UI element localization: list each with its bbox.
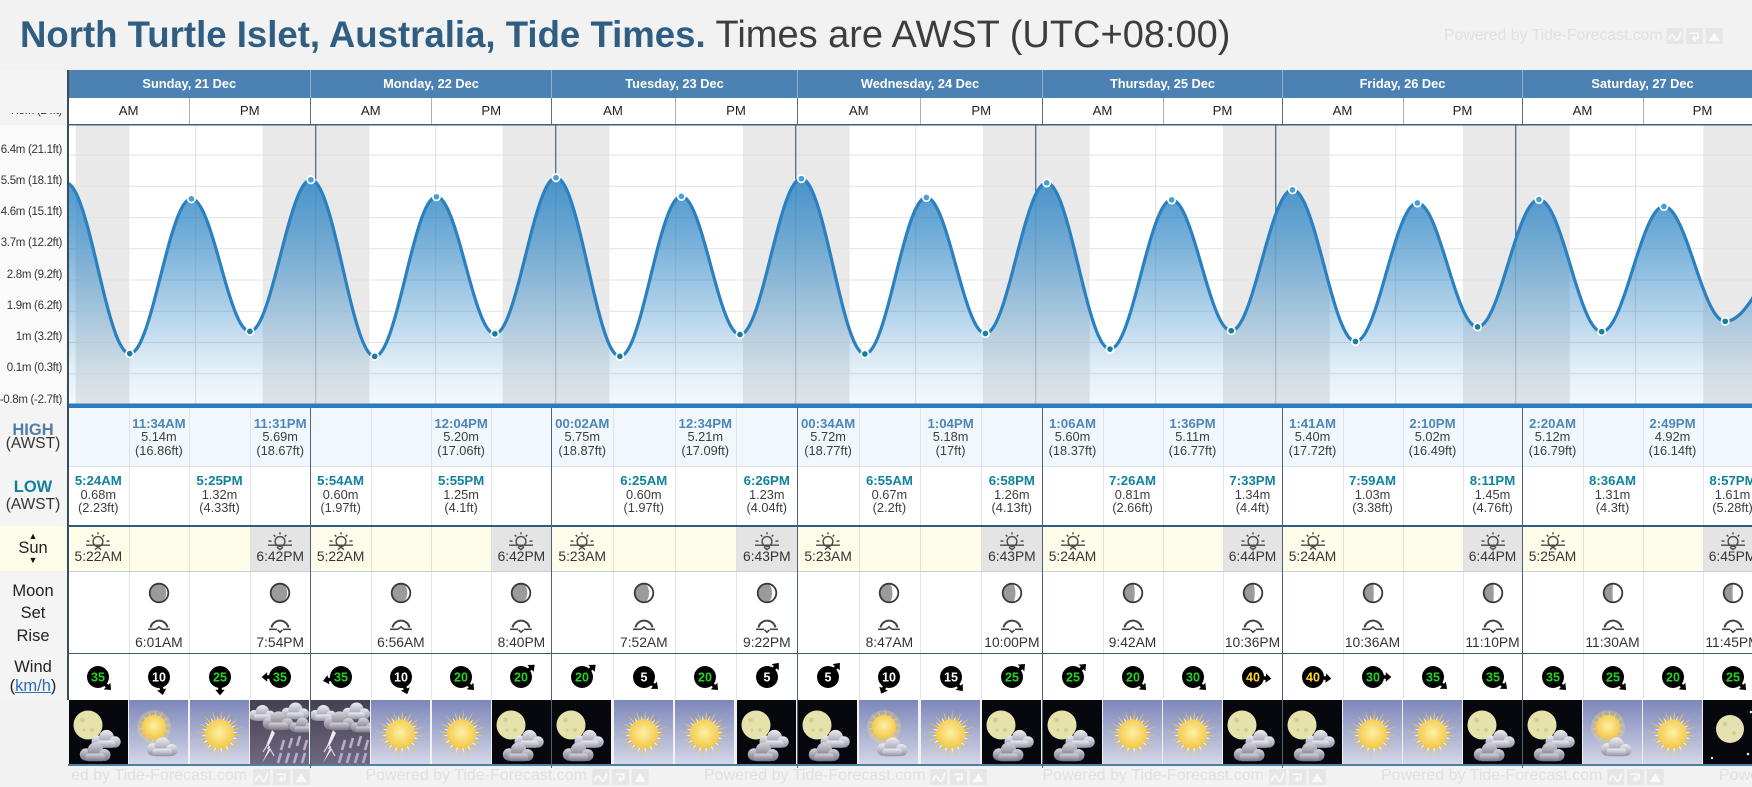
svg-text:5: 5 [640, 670, 647, 684]
svg-text:25: 25 [1606, 670, 1620, 684]
svg-text:40: 40 [1246, 670, 1260, 684]
svg-text:25: 25 [213, 670, 227, 684]
svg-text:20: 20 [514, 670, 528, 684]
svg-text:35: 35 [91, 670, 105, 684]
svg-text:20: 20 [454, 670, 468, 684]
svg-text:10: 10 [394, 670, 408, 684]
svg-text:5: 5 [763, 670, 770, 684]
svg-text:30: 30 [1366, 670, 1380, 684]
svg-text:20: 20 [575, 670, 589, 684]
svg-text:20: 20 [1666, 670, 1680, 684]
svg-text:20: 20 [1126, 670, 1140, 684]
svg-text:35: 35 [1426, 670, 1440, 684]
svg-text:35: 35 [1546, 670, 1560, 684]
svg-text:35: 35 [1486, 670, 1500, 684]
svg-text:5: 5 [825, 670, 832, 684]
svg-text:30: 30 [1186, 670, 1200, 684]
svg-text:35: 35 [273, 670, 287, 684]
svg-text:25: 25 [1066, 670, 1080, 684]
svg-text:25: 25 [1005, 670, 1019, 684]
svg-text:35: 35 [334, 670, 348, 684]
svg-text:15: 15 [944, 670, 958, 684]
svg-text:20: 20 [698, 670, 712, 684]
svg-text:10: 10 [152, 670, 166, 684]
svg-text:25: 25 [1726, 670, 1740, 684]
svg-text:10: 10 [882, 670, 896, 684]
svg-text:40: 40 [1306, 670, 1320, 684]
